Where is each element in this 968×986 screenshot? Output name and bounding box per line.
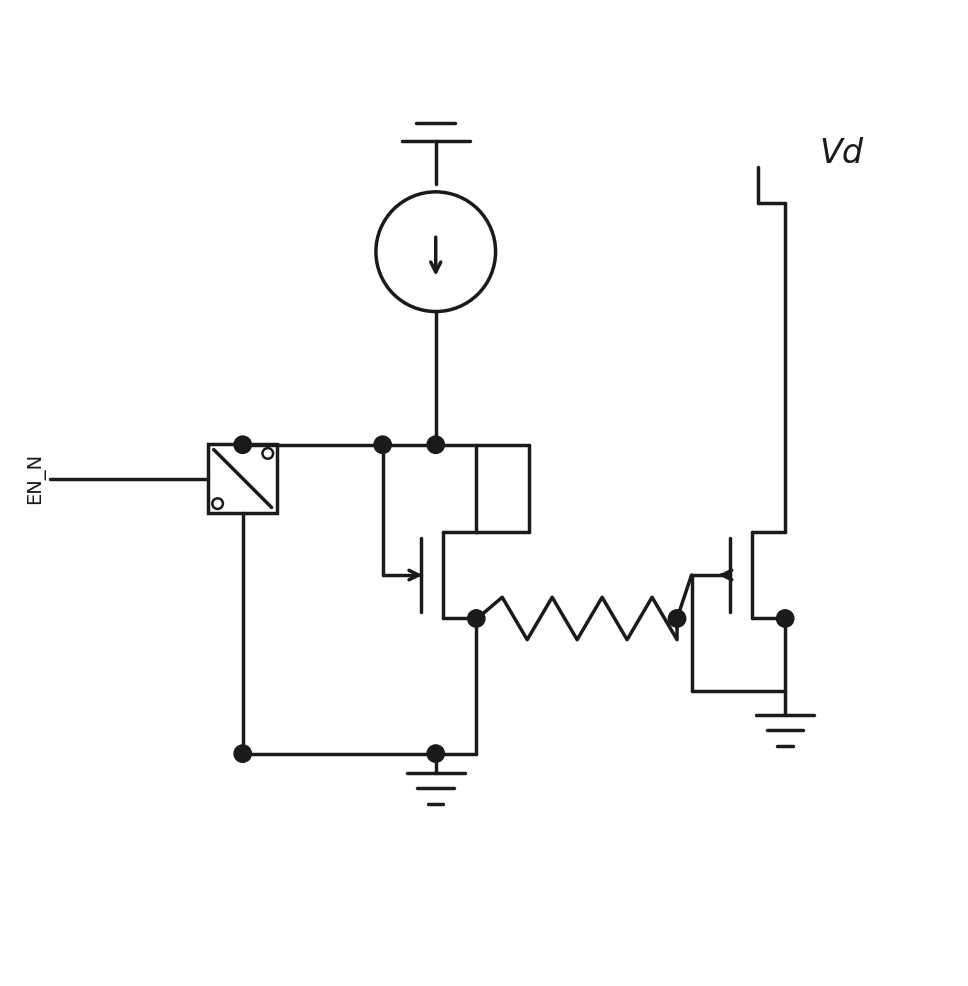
Text: EN_N: EN_N <box>26 453 45 504</box>
Bar <box>208 444 278 514</box>
Circle shape <box>234 745 252 762</box>
Circle shape <box>427 436 444 454</box>
Circle shape <box>468 609 485 627</box>
Circle shape <box>374 436 391 454</box>
Circle shape <box>427 745 444 762</box>
Circle shape <box>234 436 252 454</box>
Circle shape <box>668 609 685 627</box>
Text: Vd: Vd <box>819 137 862 170</box>
Circle shape <box>776 609 794 627</box>
